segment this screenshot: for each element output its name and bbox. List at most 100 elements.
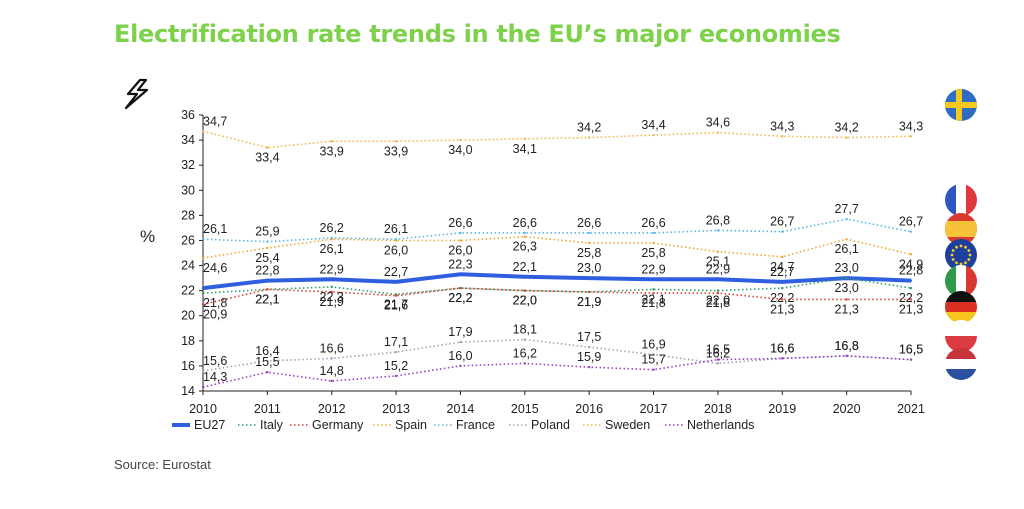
data-point-italy xyxy=(716,289,720,292)
data-label-spain: 24,9 xyxy=(899,257,923,271)
data-label-france: 27,7 xyxy=(834,202,858,216)
legend-label-poland: Poland xyxy=(531,418,570,432)
chart-title: Electrification rate trends in the EU’s … xyxy=(114,20,841,48)
data-point-netherlands xyxy=(845,354,848,358)
data-label-sweden: 33,4 xyxy=(255,151,279,165)
data-point-italy xyxy=(909,286,913,290)
data-label-germany: 21,8 xyxy=(641,296,665,310)
data-point-italy xyxy=(330,285,333,289)
data-point-sweden xyxy=(330,140,333,143)
data-point-poland xyxy=(587,345,591,349)
x-tick-label: 2010 xyxy=(189,402,217,416)
data-label-eu27: 22,8 xyxy=(899,264,923,278)
data-label-poland: 15,6 xyxy=(203,354,227,368)
legend-label-france: France xyxy=(456,418,495,432)
data-label-poland: 16,8 xyxy=(834,339,858,353)
data-label-spain: 26,3 xyxy=(513,240,537,254)
data-point-spain xyxy=(781,255,784,258)
data-label-eu27: 23,0 xyxy=(834,261,858,275)
data-point-germany xyxy=(652,291,655,295)
data-label-italy: 22,2 xyxy=(448,291,472,305)
data-point-france xyxy=(330,236,333,240)
data-point-netherlands xyxy=(652,368,655,371)
data-point-france xyxy=(266,240,269,243)
data-point-netherlands xyxy=(587,365,591,369)
data-label-germany: 22,0 xyxy=(513,294,537,308)
data-label-italy: 22,1 xyxy=(641,292,665,306)
data-label-spain: 25,1 xyxy=(706,255,730,269)
data-point-poland xyxy=(716,362,720,365)
legend-label-spain: Spain xyxy=(395,418,427,432)
data-point-sweden xyxy=(201,130,205,133)
x-tick-label: 2015 xyxy=(511,402,539,416)
data-point-germany xyxy=(394,294,398,297)
data-label-germany: 21,8 xyxy=(706,296,730,310)
data-label-poland: 16,6 xyxy=(320,341,344,355)
legend-label-eu27: EU27 xyxy=(194,418,225,432)
y-tick-label: 26 xyxy=(181,233,195,247)
data-point-netherlands xyxy=(266,370,269,374)
data-label-france: 26,6 xyxy=(577,216,601,230)
x-tick-label: 2017 xyxy=(640,402,668,416)
data-point-france xyxy=(716,229,720,232)
x-tick-label: 2021 xyxy=(897,402,925,416)
source-note: Source: Eurostat xyxy=(114,457,211,472)
data-label-germany: 21,9 xyxy=(320,295,344,309)
data-label-eu27: 22,1 xyxy=(513,260,537,274)
series-line-poland xyxy=(202,338,912,372)
legend-label-sweden: Sweden xyxy=(605,418,650,432)
y-tick-label: 16 xyxy=(181,359,195,373)
data-label-italy: 21,7 xyxy=(384,297,408,311)
data-label-italy: 22,0 xyxy=(706,294,730,308)
data-label-poland: 16,2 xyxy=(706,346,730,360)
data-label-poland: 16,9 xyxy=(641,338,665,352)
x-tick-label: 2018 xyxy=(704,402,732,416)
data-point-eu27 xyxy=(201,286,205,290)
data-label-eu27: 22,9 xyxy=(320,262,344,276)
data-point-germany xyxy=(201,303,205,306)
y-tick-label: 36 xyxy=(181,108,195,122)
data-point-germany xyxy=(716,291,720,295)
x-tick-label: 2019 xyxy=(768,402,796,416)
data-point-poland xyxy=(201,369,205,373)
data-point-spain xyxy=(845,238,848,241)
data-label-france: 25,9 xyxy=(255,225,279,239)
y-tick-label: 18 xyxy=(181,334,195,348)
data-label-germany: 21,3 xyxy=(834,302,858,316)
data-label-sweden: 34,3 xyxy=(899,119,923,133)
data-label-poland: 18,1 xyxy=(513,323,537,337)
data-point-poland xyxy=(459,340,462,344)
data-point-eu27 xyxy=(459,273,462,276)
data-label-eu27: 22,7 xyxy=(384,265,408,279)
data-label-france: 26,6 xyxy=(641,216,665,230)
data-point-netherlands xyxy=(523,362,527,365)
data-point-sweden xyxy=(716,131,720,134)
x-tick-label: 2013 xyxy=(382,402,410,416)
data-point-france xyxy=(587,231,591,235)
data-label-poland: 16,4 xyxy=(255,344,279,358)
data-point-spain xyxy=(587,241,591,245)
data-point-sweden xyxy=(266,146,269,149)
electricity-icon xyxy=(124,78,149,110)
data-point-sweden xyxy=(845,136,848,139)
data-label-netherlands: 16,0 xyxy=(448,349,472,363)
data-point-eu27 xyxy=(330,278,333,281)
data-point-spain xyxy=(266,246,269,250)
series-line-germany xyxy=(202,287,911,306)
y-tick-label: 14 xyxy=(181,384,195,398)
data-label-spain: 26,0 xyxy=(384,243,408,257)
data-point-italy xyxy=(845,276,848,280)
data-label-france: 26,6 xyxy=(513,216,537,230)
data-point-italy xyxy=(201,291,205,295)
data-point-netherlands xyxy=(459,364,462,368)
data-label-france: 26,7 xyxy=(770,215,794,229)
data-label-france: 26,1 xyxy=(384,222,408,236)
france-flag-icon xyxy=(945,184,977,216)
data-label-germany: 22,2 xyxy=(448,291,472,305)
data-point-eu27 xyxy=(523,275,527,279)
data-label-netherlands: 16,5 xyxy=(899,343,923,357)
data-label-netherlands: 15,2 xyxy=(384,359,408,373)
data-label-eu27: 22,9 xyxy=(706,262,730,276)
x-tick-label: 2016 xyxy=(575,402,603,416)
